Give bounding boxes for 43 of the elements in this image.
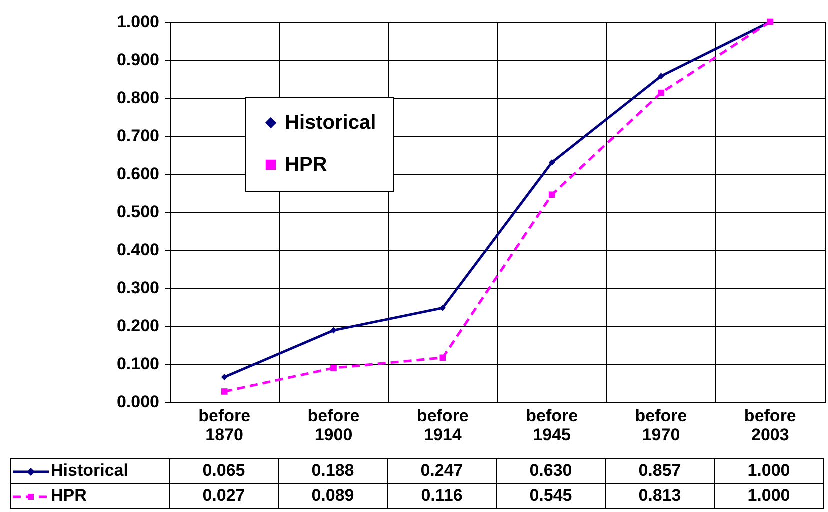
y-tick-label: 0.800 [116,88,160,108]
y-tick-label: 1.000 [116,12,160,32]
data-label: 0.065 [170,458,278,484]
x-tick-label: before 1945 [526,406,578,444]
point [548,192,556,198]
y-tick-label: 0.400 [116,240,160,260]
x-tick-label: before 1914 [416,406,469,444]
legend-label: Historical [285,112,376,134]
y-tick-label: 0.700 [116,126,160,146]
y-tick-label: 0.900 [116,50,160,70]
x-tick-label: before 1970 [635,406,688,444]
data-label: 0.027 [170,484,278,508]
data-label: 1.000 [714,458,824,484]
point [221,374,228,380]
point [330,327,337,334]
y-tick-label: 0.600 [116,164,160,184]
text: Historical [51,461,128,480]
point [440,354,446,362]
data-label: 0.630 [496,458,606,484]
data-label: 1.000 [714,484,824,508]
point [658,73,664,80]
text: HPR [51,486,87,505]
y-tick-label: 0.000 [116,392,160,412]
y-tick-label: 0.500 [116,202,160,222]
x-tick-label: before 1870 [198,406,251,444]
legend-label: HPR [285,154,328,176]
data-label: 0.247 [388,458,496,484]
x-tick-label: before 2003 [744,406,796,444]
y-tick-label: 0.300 [116,278,160,298]
point [330,365,337,372]
y-tick-label: 0.100 [116,354,160,374]
y-tick-label: 0.200 [116,316,160,336]
data-label: 0.089 [278,484,388,508]
data-label: 0.545 [496,484,606,508]
data-label: 0.188 [278,458,388,484]
point [548,159,556,166]
data-label: 0.116 [388,484,496,508]
data-label: 0.857 [606,458,714,484]
x-tick-label: before 1900 [308,406,360,444]
point [440,304,446,312]
point [658,90,664,96]
point [221,388,228,395]
data-label: 0.813 [606,484,714,508]
